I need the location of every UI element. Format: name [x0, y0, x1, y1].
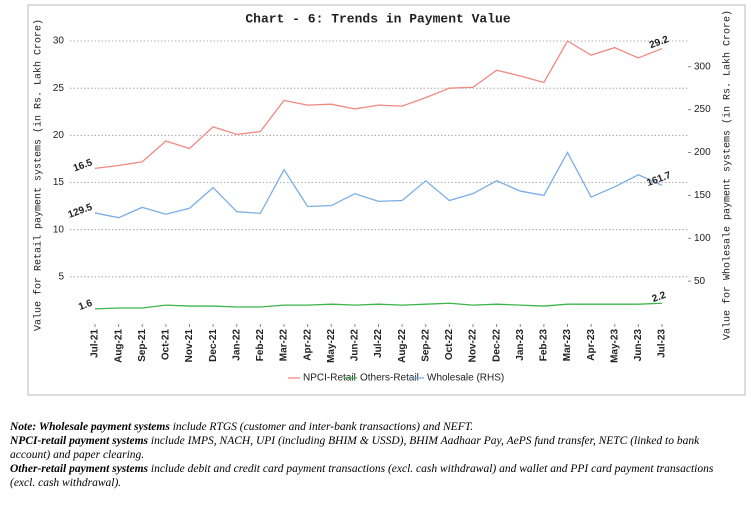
data-label: 1.6 [77, 298, 94, 313]
x-tick-label: May-23 [609, 329, 620, 363]
y-axis-title: Value for Retail payment systems (in Rs.… [33, 19, 45, 331]
x-tick-label: Apr-22 [302, 329, 313, 361]
x-tick-label: Dec-21 [208, 329, 219, 362]
x-tick-label: Mar-22 [279, 329, 290, 362]
x-tick-label: Apr-23 [586, 329, 597, 361]
note-lead: NPCI-retail payment systems [10, 435, 148, 447]
x-tick-label: May-22 [326, 329, 337, 363]
y2-tick-label: 200 [694, 147, 711, 158]
x-tick-label: Sep-21 [137, 329, 148, 362]
y-tick-label: 25 [53, 83, 65, 94]
note-lead: Note: Wholesale payment systems [10, 421, 170, 433]
chart-title: Chart - 6: Trends in Payment Value [245, 11, 510, 26]
x-tick-label: Sep-22 [420, 329, 431, 362]
note: Note: Wholesale payment systems include … [10, 420, 740, 434]
legend-label: NPCI-Retail [303, 373, 356, 384]
note-lead: Other-retail payment systems [10, 463, 148, 475]
y2-axis-title: Value for Wholesale payment systems (in … [722, 10, 734, 340]
series-line [94, 151, 663, 219]
data-label: 16.5 [72, 157, 94, 174]
x-tick-label: Nov-21 [184, 329, 195, 363]
y2-tick-label: 50 [694, 276, 706, 287]
y-tick-label: 10 [53, 224, 65, 235]
data-label: 161.7 [645, 170, 673, 189]
x-tick-label: Dec-22 [491, 329, 502, 362]
x-tick-label: Jul-22 [373, 329, 384, 358]
data-label: 29.2 [648, 34, 670, 51]
series-line [94, 302, 663, 310]
notes: Note: Wholesale payment systems include … [10, 420, 740, 490]
x-tick-label: Feb-22 [255, 329, 266, 362]
x-tick-label: Nov-22 [468, 329, 479, 363]
x-tick-label: Aug-22 [397, 329, 408, 363]
legend-label: Others-Retail [360, 373, 419, 384]
y-tick-label: 15 [53, 177, 65, 188]
x-tick-label: Jul-23 [657, 329, 668, 358]
chart-border [27, 4, 746, 396]
y2-tick-label: 300 [694, 61, 711, 72]
x-tick-label: Jul-21 [90, 329, 101, 358]
note-text: include RTGS (customer and inter-bank tr… [169, 421, 474, 433]
y2-tick-label: 100 [694, 233, 711, 244]
x-tick-label: Aug-21 [113, 329, 124, 363]
data-label: 2.2 [651, 290, 668, 305]
y-tick-label: 30 [53, 36, 65, 47]
y2-tick-label: 250 [694, 104, 711, 115]
x-tick-label: Jan-23 [515, 329, 526, 361]
chart: Chart - 6: Trends in Payment Value Value… [27, 4, 746, 396]
y2-tick-label: 150 [694, 190, 711, 201]
series-line [94, 40, 663, 169]
x-tick-label: Oct-22 [444, 329, 455, 361]
x-tick-label: Jun-22 [350, 329, 361, 362]
data-label: 129.5 [67, 202, 95, 221]
x-tick-label: Feb-23 [539, 329, 550, 362]
x-tick-label: Mar-23 [562, 329, 573, 362]
note: NPCI-retail payment systems include IMPS… [10, 434, 740, 462]
x-tick-label: Jan-22 [231, 329, 242, 361]
x-tick-label: Jun-23 [633, 329, 644, 362]
x-tick-label: Oct-21 [161, 329, 172, 361]
note-text: include IMPS, NACH, UPI (including BHIM … [10, 435, 700, 461]
y-tick-label: 5 [58, 271, 64, 282]
legend-label: Wholesale (RHS) [427, 373, 504, 384]
note-text: include debit and credit card payment tr… [10, 463, 714, 489]
y-tick-label: 20 [53, 130, 65, 141]
note: Other-retail payment systems include deb… [10, 462, 740, 490]
